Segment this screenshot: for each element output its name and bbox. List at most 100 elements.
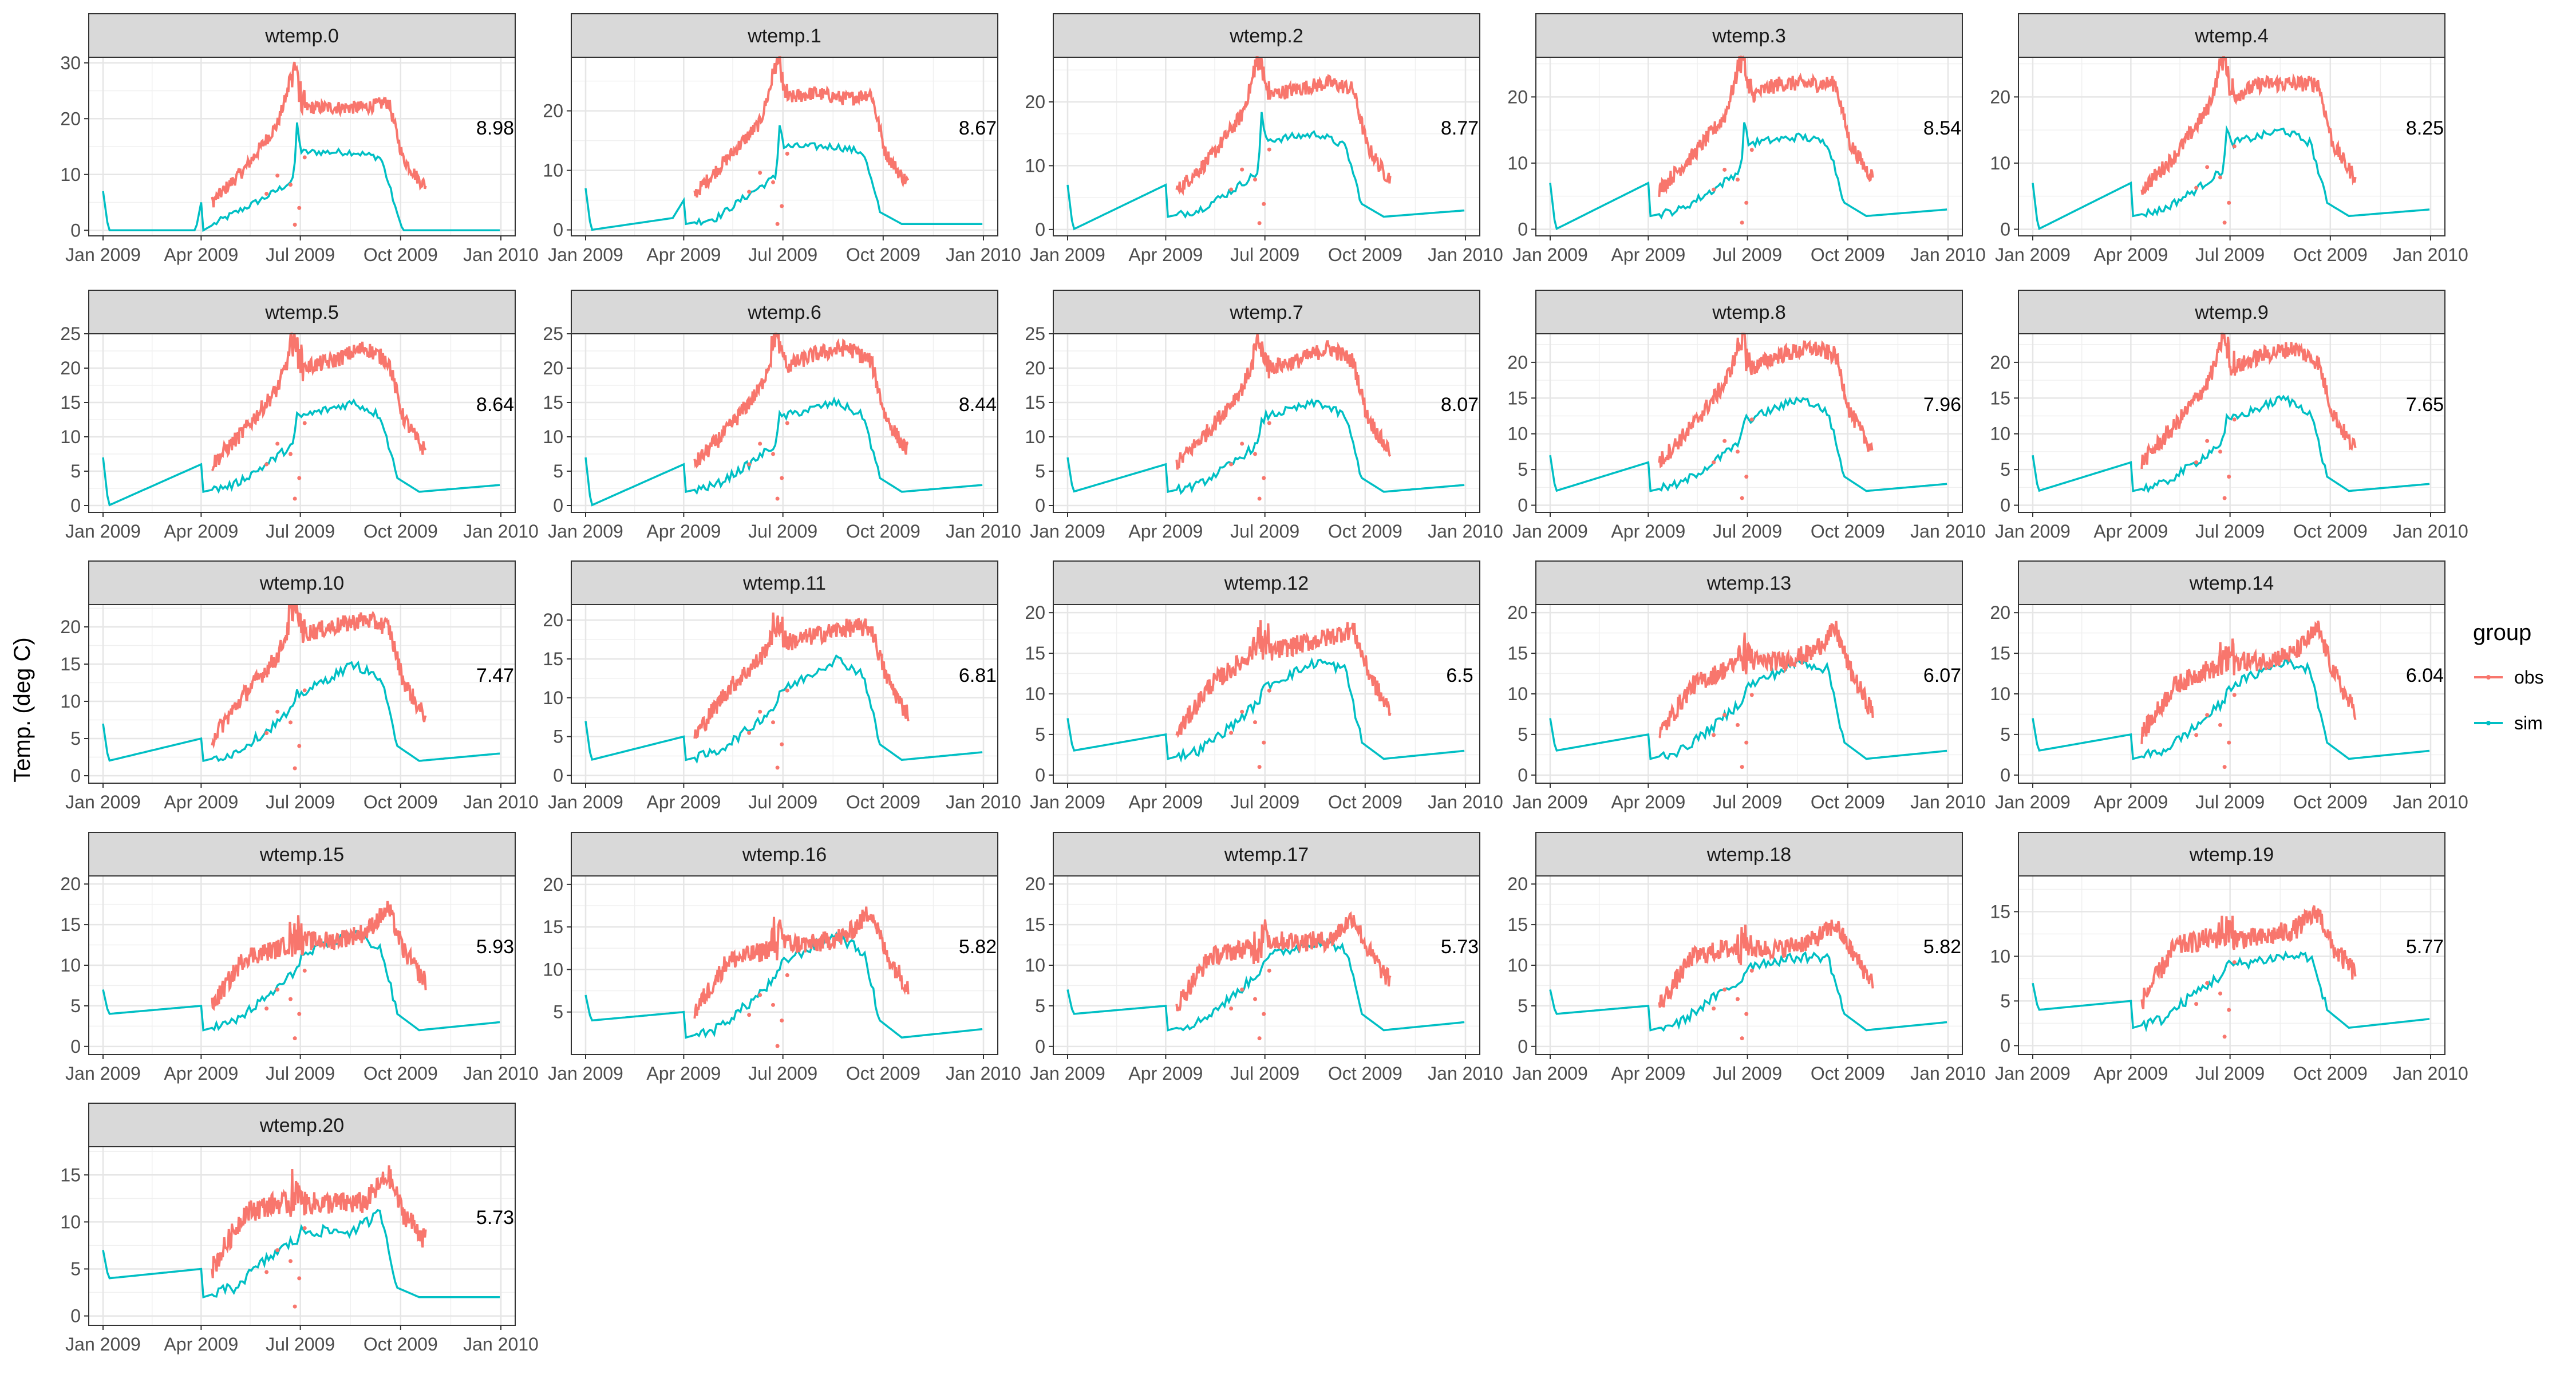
obs-point (2222, 1035, 2227, 1039)
facet-title: wtemp.4 (2194, 25, 2269, 47)
y-tick-label: 10 (1025, 955, 1045, 976)
obs-point (2218, 722, 2223, 727)
sim-series-line (2032, 950, 2430, 1032)
obs-point (1257, 765, 1262, 769)
facet-panel: wtemp.12 0 5 10 15 20 Jan 2009 Apr 2009 Jul 2009… (1025, 560, 1503, 812)
rmse-label: 6.07 (1923, 665, 1961, 686)
plot-area (89, 1147, 515, 1325)
facet-panel: wtemp.7 0 5 10 15 20 25 Jan 2009 Apr 2009 Jul 200… (1025, 290, 1503, 542)
obs-point (1262, 1012, 1266, 1016)
obs-series-line (211, 61, 427, 208)
y-tick-label: 10 (60, 427, 81, 447)
obs-point (1744, 200, 1749, 205)
rmse-label: 5.82 (1923, 936, 1961, 958)
facet-title: wtemp.11 (742, 572, 826, 594)
obs-point (758, 993, 762, 997)
obs-point (2194, 460, 2199, 465)
obs-point (2218, 175, 2223, 180)
obs-point (1744, 475, 1749, 479)
obs-point (1229, 462, 1234, 467)
x-tick-label: Jul 2009 (2195, 1063, 2265, 1084)
obs-point (289, 452, 293, 456)
rmse-label: 8.77 (1441, 117, 1479, 139)
x-tick-label: Oct 2009 (1328, 244, 1402, 265)
y-tick-label: 10 (60, 1211, 81, 1232)
x-tick-label: Jan 2010 (463, 792, 539, 812)
y-tick-label: 0 (2000, 495, 2010, 516)
rmse-label: 7.96 (1923, 394, 1961, 416)
x-tick-label: Jan 2010 (946, 244, 1021, 265)
obs-point (2227, 200, 2231, 205)
y-tick-label: 10 (1990, 684, 2010, 704)
x-tick-label: Jan 2010 (1910, 244, 1986, 265)
x-tick-label: Oct 2009 (1811, 792, 1885, 812)
x-tick-label: Jan 2009 (1995, 1063, 2071, 1084)
obs-point (2205, 439, 2210, 443)
x-tick-label: Jan 2009 (1512, 521, 1588, 542)
y-tick-label: 5 (2000, 459, 2010, 480)
y-tick-label: 0 (70, 220, 81, 240)
obs-point (771, 1002, 776, 1007)
facet-title: wtemp.6 (747, 302, 821, 323)
x-tick-label: Oct 2009 (2293, 1063, 2368, 1084)
rmse-label: 8.54 (1923, 117, 1961, 139)
sim-series-line (1549, 122, 1947, 231)
facet-title: wtemp.20 (259, 1115, 344, 1136)
facet-strip (1053, 13, 1480, 58)
x-tick-label: Jan 2010 (1428, 1063, 1503, 1084)
sim-series-line (1066, 398, 1465, 495)
facet-panel: wtemp.2 0 10 20 Jan 2009 Apr 2009 Jul 2009 Oct … (1025, 13, 1503, 265)
y-tick-label: 5 (70, 461, 81, 481)
y-tick-label: 15 (60, 392, 81, 413)
obs-point (1229, 187, 1234, 192)
facet-strip (1053, 560, 1480, 605)
legend-key-point (2486, 721, 2491, 725)
facet-panel: wtemp.10 0 5 10 15 20 Jan 2009 Apr 2009 Jul 2009… (60, 560, 539, 812)
rmse-label: 6.5 (1446, 665, 1473, 686)
facet-title: wtemp.8 (1712, 302, 1786, 323)
rmse-label: 5.82 (959, 936, 997, 958)
obs-point (1262, 740, 1266, 745)
x-tick-label: Jan 2010 (946, 1063, 1021, 1084)
y-tick-label: 0 (1518, 219, 1528, 239)
rmse-label: 7.65 (2406, 394, 2444, 416)
facet-strip (88, 1103, 516, 1147)
sim-series-line (2032, 394, 2430, 493)
obs-point (1257, 1036, 1262, 1041)
obs-point (1749, 417, 1754, 422)
obs-point (1712, 733, 1716, 737)
y-tick-label: 15 (1507, 643, 1528, 664)
x-tick-label: Jan 2009 (548, 1063, 623, 1084)
rmse-label: 6.81 (959, 665, 997, 686)
facet-panel: wtemp.5 0 5 10 15 20 25 Jan 2009 Apr 2009 Jul 200… (60, 290, 539, 542)
obs-series-line (2140, 56, 2357, 195)
x-tick-label: Oct 2009 (2293, 792, 2368, 812)
x-tick-label: Jan 2010 (946, 792, 1021, 812)
x-tick-label: Apr 2009 (1611, 244, 1685, 265)
y-tick-label: 15 (1025, 392, 1045, 413)
y-tick-label: 10 (1025, 684, 1045, 704)
y-tick-label: 15 (60, 914, 81, 935)
obs-point (293, 1036, 297, 1041)
obs-series-line (2140, 620, 2357, 744)
facet-strip (88, 832, 516, 876)
x-tick-label: Jul 2009 (1713, 792, 1782, 812)
sim-series-line (102, 1209, 500, 1298)
facet-title: wtemp.10 (259, 572, 344, 594)
obs-point (2205, 981, 2210, 985)
y-tick-label: 5 (1035, 996, 1045, 1016)
x-tick-label: Jan 2010 (1428, 792, 1503, 812)
x-tick-label: Apr 2009 (2093, 244, 2168, 265)
legend-label-sim: sim (2514, 713, 2543, 733)
x-tick-label: Apr 2009 (2093, 792, 2168, 812)
x-tick-label: Oct 2009 (1328, 1063, 1402, 1084)
x-tick-label: Oct 2009 (364, 1334, 438, 1355)
y-tick-label: 10 (543, 160, 563, 181)
facet-strip (571, 560, 998, 605)
y-tick-label: 10 (1025, 427, 1045, 447)
panel-border (571, 875, 998, 1055)
obs-point (758, 171, 762, 175)
x-tick-label: Jan 2010 (463, 521, 539, 542)
x-tick-label: Apr 2009 (164, 244, 238, 265)
x-tick-label: Jan 2009 (1995, 244, 2071, 265)
